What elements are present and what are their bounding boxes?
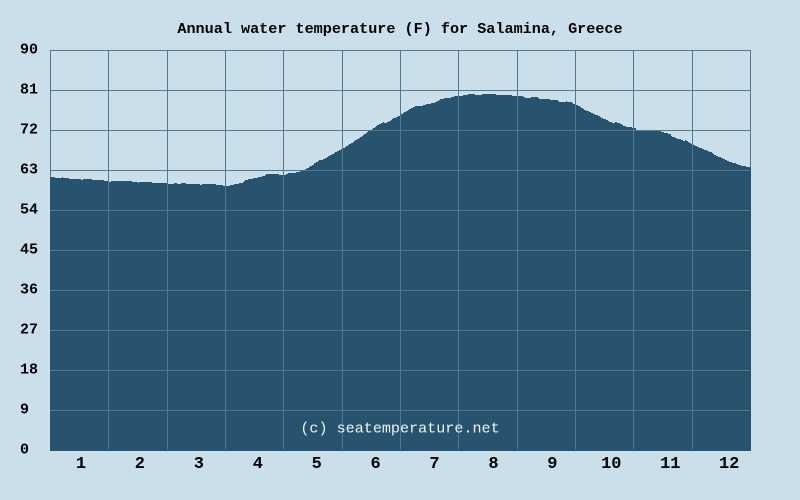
svg-text:0: 0 (20, 442, 29, 459)
svg-text:11: 11 (660, 455, 680, 474)
svg-text:10: 10 (601, 455, 621, 474)
svg-text:72: 72 (20, 122, 38, 139)
svg-text:81: 81 (20, 82, 38, 99)
svg-text:5: 5 (312, 455, 322, 474)
svg-text:7: 7 (429, 455, 439, 474)
svg-text:9: 9 (547, 455, 557, 474)
svg-text:27: 27 (20, 322, 38, 339)
svg-text:Annual water temperature (F) f: Annual water temperature (F) for Salamin… (177, 20, 622, 38)
svg-text:3: 3 (194, 455, 204, 474)
svg-text:45: 45 (20, 242, 38, 259)
svg-text:54: 54 (20, 202, 38, 219)
svg-text:12: 12 (719, 455, 739, 474)
svg-text:4: 4 (253, 455, 263, 474)
svg-text:8: 8 (488, 455, 498, 474)
svg-text:9: 9 (20, 402, 29, 419)
svg-text:1: 1 (76, 455, 86, 474)
svg-text:(c) seatemperature.net: (c) seatemperature.net (300, 420, 499, 438)
svg-text:36: 36 (20, 282, 38, 299)
svg-text:90: 90 (20, 42, 38, 59)
svg-text:18: 18 (20, 362, 38, 379)
svg-text:63: 63 (20, 162, 38, 179)
svg-text:6: 6 (370, 455, 380, 474)
svg-text:2: 2 (135, 455, 145, 474)
